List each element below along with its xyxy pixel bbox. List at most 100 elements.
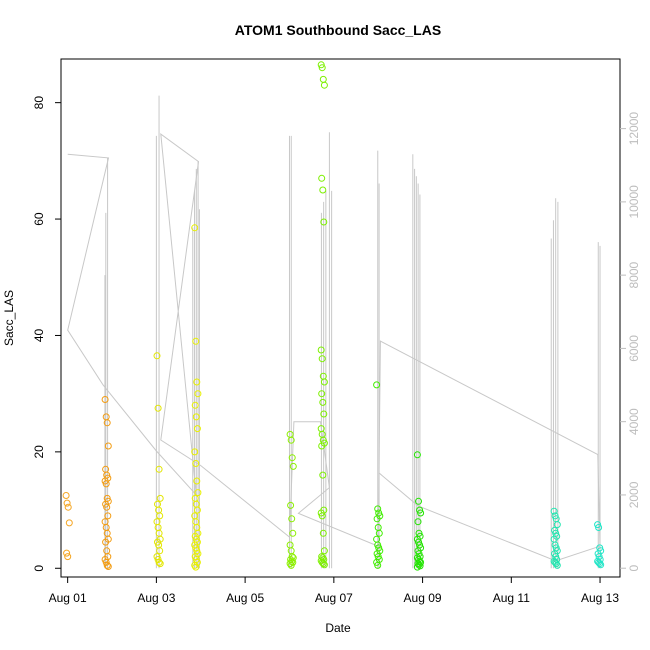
data-point bbox=[193, 378, 201, 386]
y-tick-label: 80 bbox=[32, 96, 46, 110]
data-point bbox=[102, 500, 110, 508]
data-point bbox=[64, 553, 72, 561]
data-point bbox=[156, 494, 164, 502]
data-point bbox=[318, 442, 326, 450]
data-point bbox=[320, 547, 328, 555]
data-point bbox=[319, 75, 327, 83]
y-axis-left: 0 20 40 60 80 bbox=[32, 96, 61, 572]
data-point bbox=[413, 563, 421, 571]
x-tick-label: Aug 09 bbox=[404, 591, 442, 605]
data-point bbox=[594, 550, 602, 558]
data-point bbox=[594, 521, 602, 529]
data-point bbox=[191, 448, 199, 456]
data-point bbox=[286, 560, 294, 568]
data-point bbox=[320, 561, 328, 569]
data-point bbox=[320, 410, 328, 418]
data-point bbox=[154, 404, 162, 412]
data-point bbox=[62, 492, 70, 499]
data-point bbox=[319, 471, 327, 479]
data-point bbox=[320, 218, 328, 226]
y-tick-label: 20 bbox=[32, 445, 46, 459]
data-point bbox=[104, 512, 112, 520]
data-point bbox=[318, 558, 326, 566]
data-point bbox=[155, 558, 163, 566]
data-point bbox=[374, 561, 382, 569]
data-point bbox=[193, 425, 201, 433]
data-point bbox=[414, 518, 422, 526]
data-point bbox=[286, 430, 294, 438]
data-point bbox=[595, 524, 603, 531]
data-point bbox=[417, 509, 425, 517]
data-point bbox=[155, 465, 163, 473]
data-point bbox=[317, 346, 325, 354]
data-point bbox=[193, 477, 201, 485]
data-point bbox=[553, 521, 561, 529]
data-point bbox=[317, 61, 325, 69]
data-point bbox=[154, 500, 161, 508]
y2-tick-label: 10000 bbox=[627, 185, 641, 219]
data-point bbox=[413, 451, 421, 459]
data-point bbox=[191, 401, 199, 409]
data-point bbox=[65, 519, 73, 527]
y-tick-label: 60 bbox=[32, 212, 46, 226]
secondary-series-lines bbox=[67, 95, 601, 569]
data-point bbox=[318, 64, 326, 72]
x-tick-label: Aug 05 bbox=[226, 591, 264, 605]
y2-tick-label: 0 bbox=[627, 565, 641, 572]
data-point bbox=[288, 515, 296, 523]
data-point bbox=[287, 501, 295, 509]
data-point bbox=[319, 398, 327, 406]
data-point bbox=[374, 505, 382, 513]
chart-title: ATOM1 Southbound Sacc_LAS bbox=[235, 22, 441, 38]
data-point bbox=[191, 224, 199, 232]
data-point bbox=[318, 390, 326, 398]
data-point bbox=[373, 515, 381, 523]
y-axis-label: Sacc_LAS bbox=[2, 290, 16, 346]
data-point bbox=[101, 396, 109, 403]
data-point bbox=[288, 454, 296, 462]
data-point bbox=[550, 507, 558, 515]
data-point bbox=[153, 352, 161, 360]
y2-tick-label: 6000 bbox=[627, 335, 641, 362]
x-tick-label: Aug 13 bbox=[581, 591, 619, 605]
data-point bbox=[320, 378, 328, 386]
y-tick-label: 0 bbox=[32, 565, 46, 572]
secondary-line-path bbox=[67, 133, 601, 562]
data-point bbox=[414, 560, 422, 568]
data-point bbox=[191, 561, 199, 569]
data-point bbox=[154, 556, 162, 563]
data-point bbox=[318, 512, 326, 520]
x-tick-label: Aug 03 bbox=[137, 591, 175, 605]
data-point bbox=[319, 560, 327, 568]
data-point bbox=[319, 529, 327, 537]
data-point bbox=[192, 563, 200, 571]
data-point bbox=[102, 558, 110, 566]
data-point bbox=[286, 541, 294, 549]
data-point bbox=[156, 560, 164, 568]
y2-tick-label: 12000 bbox=[627, 112, 641, 146]
data-point bbox=[192, 413, 200, 421]
data-point bbox=[287, 561, 295, 569]
x-axis: Aug 01 Aug 03 Aug 05 Aug 07 Aug 09 Aug 11 Aug … bbox=[49, 577, 619, 605]
x-tick-label: Aug 07 bbox=[315, 591, 353, 605]
data-point bbox=[318, 174, 326, 182]
data-point bbox=[194, 390, 202, 398]
data-point bbox=[194, 489, 202, 497]
data-point bbox=[103, 561, 111, 569]
y2-tick-label: 2000 bbox=[627, 481, 641, 508]
data-point bbox=[375, 529, 383, 537]
data-point bbox=[103, 503, 111, 511]
data-point bbox=[319, 186, 327, 194]
data-point bbox=[373, 558, 381, 566]
x-tick-label: Aug 01 bbox=[49, 591, 87, 605]
data-point bbox=[102, 480, 110, 488]
data-point bbox=[104, 442, 112, 450]
plot-frame bbox=[60, 58, 621, 578]
data-point bbox=[156, 547, 164, 555]
data-point bbox=[103, 419, 111, 427]
data-point bbox=[416, 506, 424, 514]
data-point bbox=[104, 563, 112, 570]
data-point bbox=[156, 512, 164, 520]
